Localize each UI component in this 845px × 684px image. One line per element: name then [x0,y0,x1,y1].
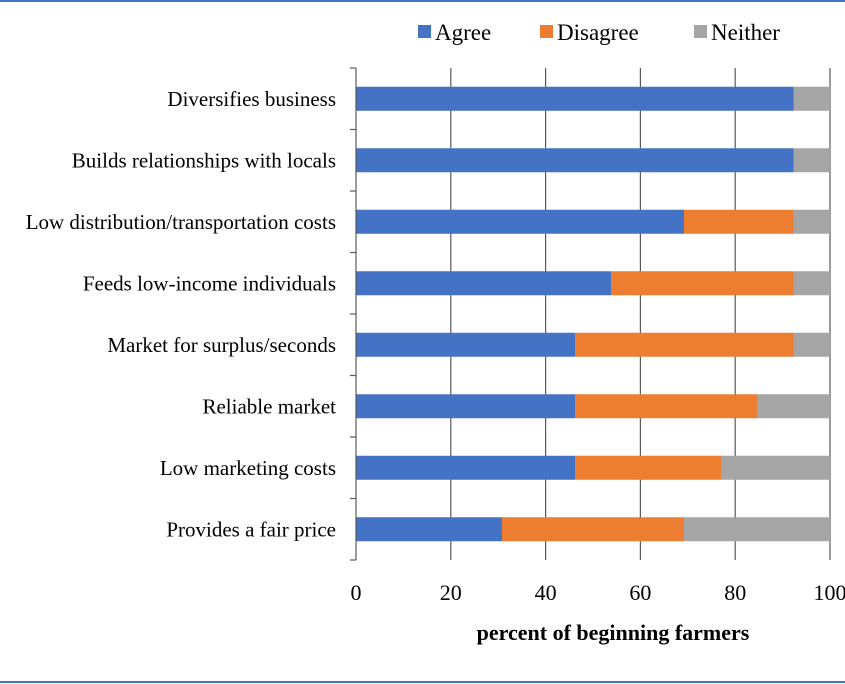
bar-disagree-provides-a-fair-price [501,517,685,542]
bar-agree-reliable-market [356,394,575,419]
bar-neither-feeds-low-income-individuals [793,271,830,296]
bar-disagree-feeds-low-income-individuals [611,271,794,296]
category-label: Market for surplus/seconds [107,333,336,357]
bar-neither-low-distribution-transportation-costs [793,209,830,234]
bar-neither-builds-relationships-with-locals [793,148,830,173]
legend-swatch-agree [418,25,431,38]
x-tick-label: 60 [629,580,651,605]
legend-label-neither: Neither [711,20,780,45]
bar-neither-reliable-market [757,394,830,419]
legend: Agree Disagree Neither [418,20,780,45]
x-tick-label: 80 [724,580,746,605]
bar-neither-market-for-surplus-seconds [793,332,830,357]
bar-agree-market-for-surplus-seconds [356,332,575,357]
bar-agree-diversifies-business [356,86,794,111]
x-tick-label: 0 [351,580,362,605]
x-tick-labels: 0 20 40 60 80 100 [351,580,845,605]
bar-disagree-market-for-surplus-seconds [574,332,794,357]
x-tick-label: 20 [440,580,462,605]
legend-label-disagree: Disagree [557,20,639,45]
gridlines [450,68,831,560]
category-label: Provides a fair price [166,517,336,541]
bar-agree-low-distribution-transportation-costs [356,209,685,234]
legend-label-agree: Agree [435,20,491,45]
legend-swatch-neither [694,25,707,38]
bar-agree-builds-relationships-with-locals [356,148,794,173]
bar-disagree-low-marketing-costs [574,455,721,480]
bar-series [356,86,830,542]
bar-agree-feeds-low-income-individuals [356,271,612,296]
x-axis-title: percent of beginning farmers [477,620,750,645]
category-label: Diversifies business [167,87,336,111]
bar-disagree-reliable-market [574,394,758,419]
bar-neither-provides-a-fair-price [684,517,830,542]
category-label: Builds relationships with locals [72,148,336,172]
legend-swatch-disagree [540,25,553,38]
bar-agree-provides-a-fair-price [356,517,502,542]
category-label: Low marketing costs [160,456,336,480]
category-label: Feeds low-income individuals [83,271,336,295]
bar-agree-low-marketing-costs [356,455,575,480]
bar-neither-low-marketing-costs [720,455,830,480]
x-tick-label: 40 [535,580,557,605]
category-label: Low distribution/transportation costs [26,210,336,234]
x-tick-label: 100 [814,580,845,605]
bar-disagree-low-distribution-transportation-costs [684,209,794,234]
category-labels: Diversifies business Builds relationships… [26,87,336,542]
axes [350,67,357,561]
bar-neither-diversifies-business [793,86,830,111]
category-label: Reliable market [202,394,336,418]
